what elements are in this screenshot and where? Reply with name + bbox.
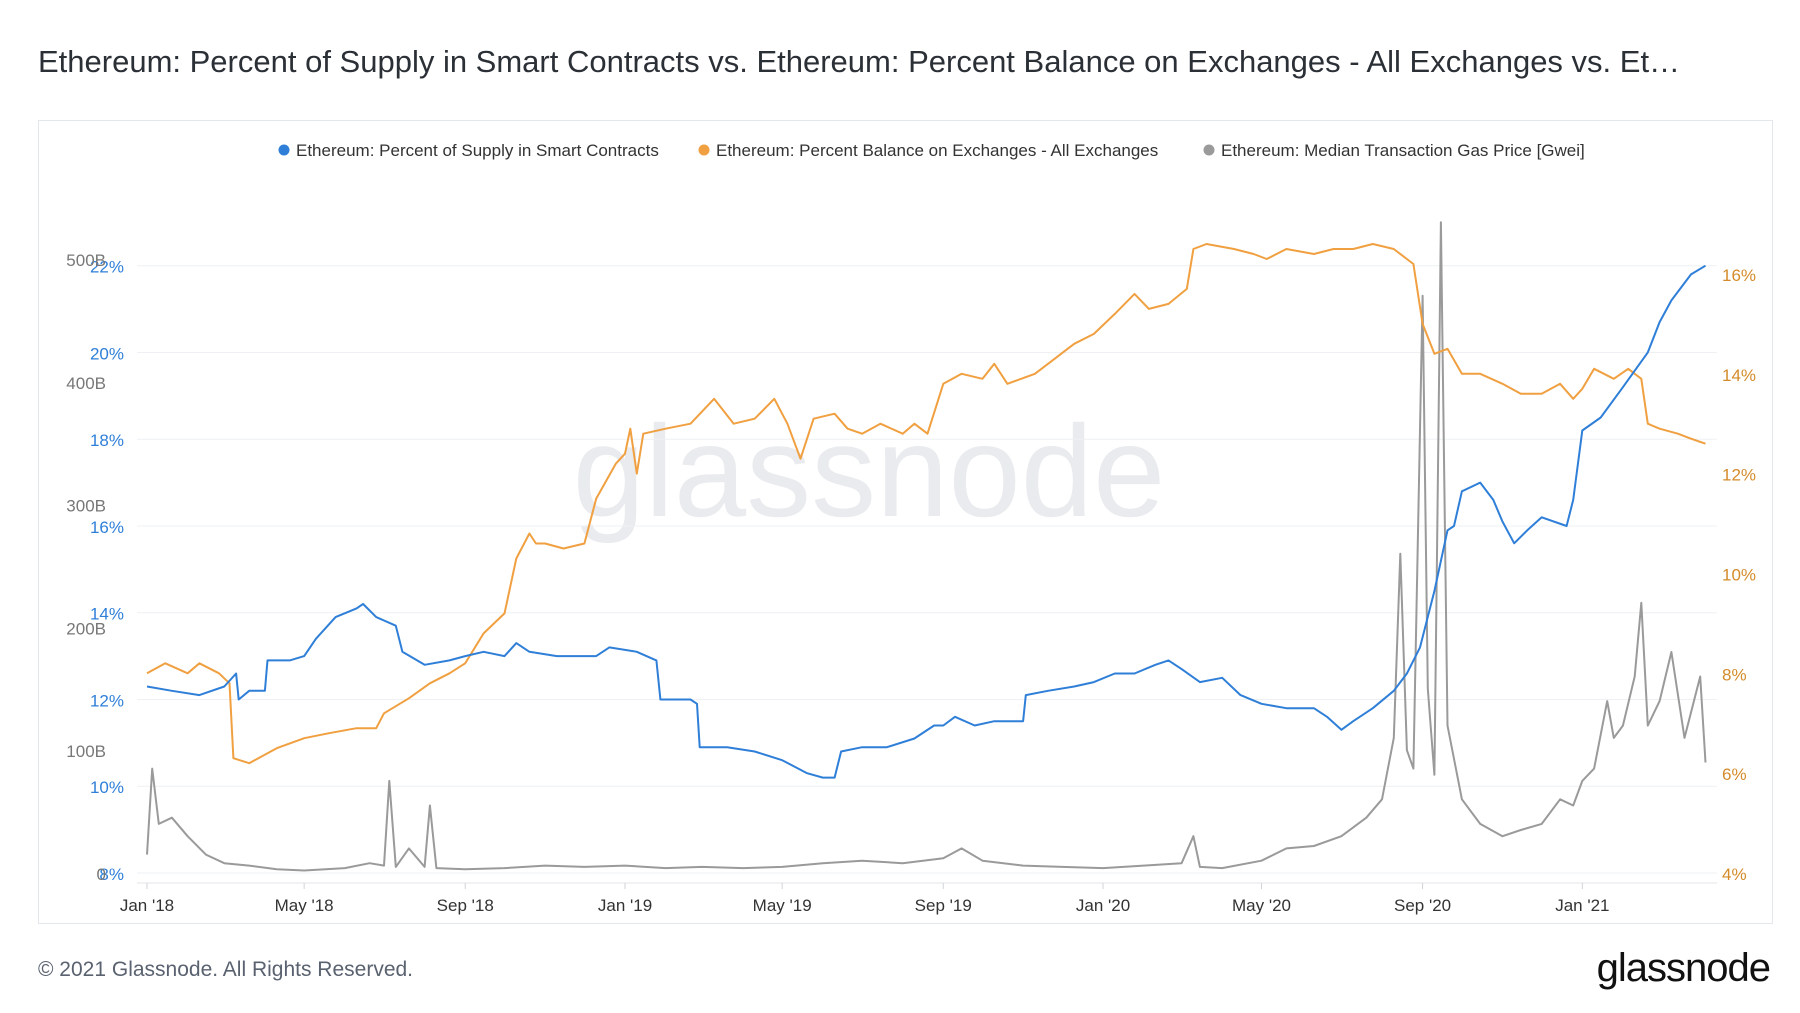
legend-marker-2	[698, 144, 710, 156]
y-tick-label-left-pct: 16%	[90, 518, 124, 537]
x-tick-label: Jan '21	[1555, 896, 1609, 915]
y-tick-label-left-pct: 18%	[90, 431, 124, 450]
series-line-2	[146, 243, 1706, 765]
legend-marker-3	[1203, 144, 1215, 156]
series-line-3	[146, 221, 1707, 872]
chart-title: Ethereum: Percent of Supply in Smart Con…	[38, 44, 1681, 79]
chart-panel: glassnode 8% 10% 12% 14% 16% 18% 20% 22% 0 100B 20…	[38, 120, 1773, 924]
y-tick-label-right-pct: 14%	[1722, 366, 1756, 385]
y-tick-label-right-pct: 10%	[1722, 565, 1756, 584]
x-tick-label: May '19	[753, 896, 812, 915]
y-tick-label-left-pct: 12%	[90, 691, 124, 710]
y-tick-label-right-pct: 12%	[1722, 466, 1756, 485]
y-tick-label-left-gas: 500B	[66, 251, 106, 270]
y-tick-label-right-pct: 6%	[1722, 765, 1747, 784]
y-tick-label-left-pct: 22%	[90, 258, 124, 277]
y-tick-label-right-pct: 8%	[1722, 665, 1747, 684]
x-tick-label: Jan '18	[120, 896, 174, 915]
legend-label-3[interactable]: Ethereum: Median Transaction Gas Price […	[1221, 141, 1585, 160]
footer-copyright: © 2021 Glassnode. All Rights Reserved.	[38, 958, 414, 981]
y-tick-label-left-gas: 300B	[66, 497, 106, 516]
watermark-text: glassnode	[573, 398, 1166, 544]
x-tick-label: Jan '20	[1076, 896, 1130, 915]
footer-logo[interactable]: glassnode	[1596, 946, 1771, 990]
legend-label-2[interactable]: Ethereum: Percent Balance on Exchanges -…	[716, 141, 1158, 160]
legend-label-1[interactable]: Ethereum: Percent of Supply in Smart Con…	[296, 141, 659, 160]
y-tick-label-left-gas: 200B	[66, 619, 106, 638]
y-tick-label-left-pct: 10%	[90, 778, 124, 797]
y-tick-label-left-pct: 14%	[90, 605, 124, 624]
x-tick-label: Sep '18	[437, 896, 494, 915]
legend-marker-1	[278, 144, 290, 156]
chart-svg: glassnode 8% 10% 12% 14% 16% 18% 20% 22% 0 100B 20…	[66, 141, 1756, 915]
x-tick-label: May '18	[275, 896, 334, 915]
series-line-1	[146, 264, 1707, 779]
y-tick-label-left-gas: 400B	[66, 374, 106, 393]
y-tick-label-left-pct: 8%	[99, 865, 124, 884]
x-tick-label: May '20	[1232, 896, 1291, 915]
y-tick-label-left-gas: 0	[97, 865, 106, 884]
x-tick-label: Jan '19	[598, 896, 652, 915]
x-tick-label: Sep '20	[1394, 896, 1451, 915]
y-tick-label-right-pct: 4%	[1722, 865, 1747, 884]
x-tick-label: Sep '19	[915, 896, 972, 915]
y-tick-label-left-pct: 20%	[90, 344, 124, 363]
y-tick-label-left-gas: 100B	[66, 742, 106, 761]
y-tick-label-right-pct: 16%	[1722, 266, 1756, 285]
